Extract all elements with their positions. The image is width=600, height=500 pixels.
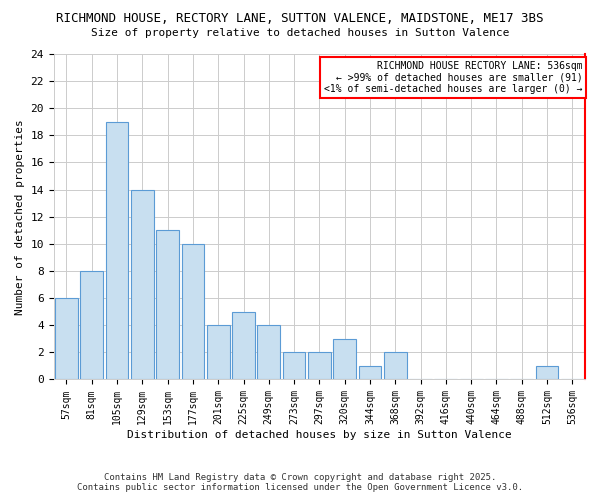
Bar — [359, 366, 382, 380]
Bar — [257, 325, 280, 380]
Bar — [232, 312, 255, 380]
Bar — [384, 352, 407, 380]
X-axis label: Distribution of detached houses by size in Sutton Valence: Distribution of detached houses by size … — [127, 430, 512, 440]
Text: RICHMOND HOUSE RECTORY LANE: 536sqm
← >99% of detached houses are smaller (91)
<: RICHMOND HOUSE RECTORY LANE: 536sqm ← >9… — [324, 60, 583, 94]
Bar — [106, 122, 128, 380]
Bar — [80, 271, 103, 380]
Bar — [182, 244, 204, 380]
Text: Contains HM Land Registry data © Crown copyright and database right 2025.
Contai: Contains HM Land Registry data © Crown c… — [77, 473, 523, 492]
Bar — [207, 325, 230, 380]
Text: RICHMOND HOUSE, RECTORY LANE, SUTTON VALENCE, MAIDSTONE, ME17 3BS: RICHMOND HOUSE, RECTORY LANE, SUTTON VAL… — [56, 12, 544, 26]
Y-axis label: Number of detached properties: Number of detached properties — [15, 119, 25, 314]
Bar — [156, 230, 179, 380]
Text: Size of property relative to detached houses in Sutton Valence: Size of property relative to detached ho… — [91, 28, 509, 38]
Bar — [334, 339, 356, 380]
Bar — [131, 190, 154, 380]
Bar — [308, 352, 331, 380]
Bar — [55, 298, 78, 380]
Bar — [283, 352, 305, 380]
Bar — [536, 366, 559, 380]
